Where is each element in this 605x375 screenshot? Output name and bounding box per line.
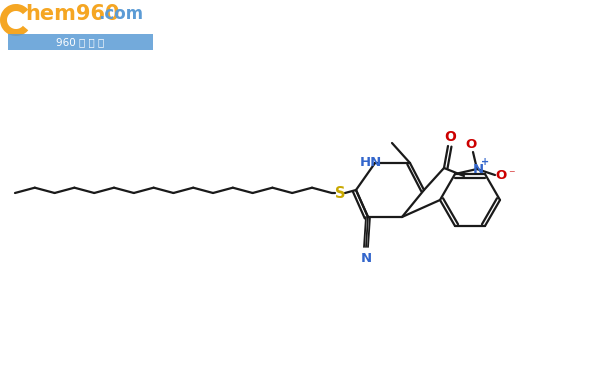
Text: ⁻: ⁻	[508, 168, 514, 182]
Text: HN: HN	[360, 156, 382, 168]
Bar	[8, 34, 153, 50]
Text: .com: .com	[98, 5, 143, 23]
Text: S: S	[335, 186, 345, 201]
Text: 960 化 工 网: 960 化 工 网	[56, 37, 104, 47]
Wedge shape	[0, 4, 28, 36]
Text: +: +	[481, 157, 489, 167]
Text: O: O	[444, 130, 456, 144]
Text: O: O	[495, 168, 506, 182]
Text: N: N	[361, 252, 371, 264]
Text: hem960: hem960	[25, 4, 120, 24]
Text: N: N	[473, 162, 483, 176]
Text: O: O	[465, 138, 477, 150]
